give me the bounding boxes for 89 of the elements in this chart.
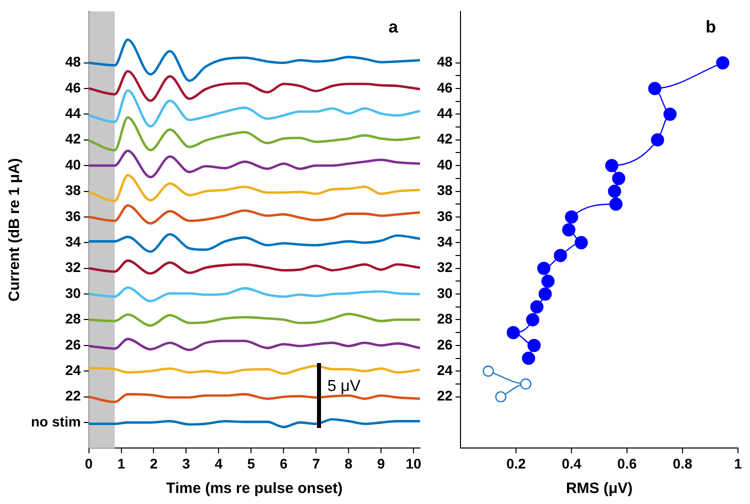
point [538,287,552,301]
line-series [88,116,420,152]
point [506,326,520,340]
line-series [88,393,420,404]
y-tick-label: 46 [436,79,453,96]
y-tick-label: no stim [31,413,81,430]
x-tick-label: 9 [377,455,386,472]
x-tick-label: 0.4 [562,455,582,472]
x-tick-label: 10 [406,455,422,472]
y-tick-label: 36 [436,208,453,224]
y-tick-label: 32 [65,259,81,276]
y-tick-label: 48 [65,54,81,70]
x-tick-label: 7 [312,455,320,472]
x-tick-label: 1 [734,455,742,472]
x-tick-label: 0.8 [672,455,692,472]
y-tick-label: 34 [436,234,453,250]
y-tick-label: 42 [65,130,81,147]
x-tick-label: 1 [117,455,126,472]
point [648,82,662,96]
y-tick-label: 28 [65,310,81,327]
point [612,172,626,186]
point [482,366,494,377]
y-tick-label: 26 [65,336,81,352]
point [541,274,555,288]
y-tick-label: 34 [65,234,81,250]
line-series [88,312,420,327]
point [564,210,578,224]
point [537,262,550,275]
point [574,236,588,250]
point [526,313,540,326]
x-tick-label: 0.2 [506,455,526,472]
line-series [88,233,420,253]
point [663,108,677,121]
y-tick-label: 48 [436,54,453,70]
x-tick-label: 6 [280,455,288,472]
y-tick-label: 30 [65,284,81,301]
y-tick-label: 44 [436,105,453,122]
x-tick-label: 4 [214,455,223,472]
line-series [88,418,420,428]
point [608,184,622,198]
y-tick-label: 36 [65,208,81,224]
y-tick-label: 38 [65,182,81,198]
x-tick-label: 0.6 [617,455,637,472]
y-tick-label: 38 [436,182,453,198]
x-axis-title: Time (ms re pulse onset) [166,480,343,498]
chart-title: a [388,18,399,37]
y-tick-label: 22 [65,388,81,404]
point [527,338,541,352]
y-tick-label: 44 [65,105,81,122]
y-tick-label: 40 [65,156,81,172]
y-tick-label: 30 [436,284,453,301]
line-series [88,150,420,178]
annotation: 5 μV [327,378,361,396]
y-tick-label: 42 [436,130,453,147]
point [522,352,536,365]
line-series [88,338,420,352]
point [530,300,544,314]
y-tick-label: 24 [436,362,453,378]
line-series [88,259,420,275]
x-tick-label: 5 [247,455,256,472]
line-series [88,38,420,82]
point [605,158,618,172]
y-tick-label: 26 [436,336,453,352]
y-tick-label: 40 [436,156,453,172]
line-series [88,364,420,375]
y-tick-label: 46 [65,79,81,96]
y-tick-label: 32 [436,259,453,276]
point [554,248,568,262]
point [609,198,623,211]
y-tick-label: 22 [436,388,453,404]
point [562,223,576,236]
x-tick-label: 0 [84,455,93,472]
point [495,391,506,402]
y-tick-label: 24 [65,362,81,378]
line-series [88,89,420,128]
y-axis-title: Current (dB re 1 μA) [6,158,24,302]
x-tick-label: 2 [150,455,158,472]
line-series [88,204,420,225]
x-tick-label: 3 [182,455,190,472]
x-tick-label: 8 [344,455,353,472]
point [650,133,664,146]
line-series [88,286,420,302]
x-axis-title: RMS (μV) [566,480,633,498]
y-tick-label: 28 [436,310,453,327]
point [716,56,730,70]
chart-title: b [706,18,716,37]
line-series [88,70,420,102]
line-series [88,174,420,202]
point [520,378,532,390]
